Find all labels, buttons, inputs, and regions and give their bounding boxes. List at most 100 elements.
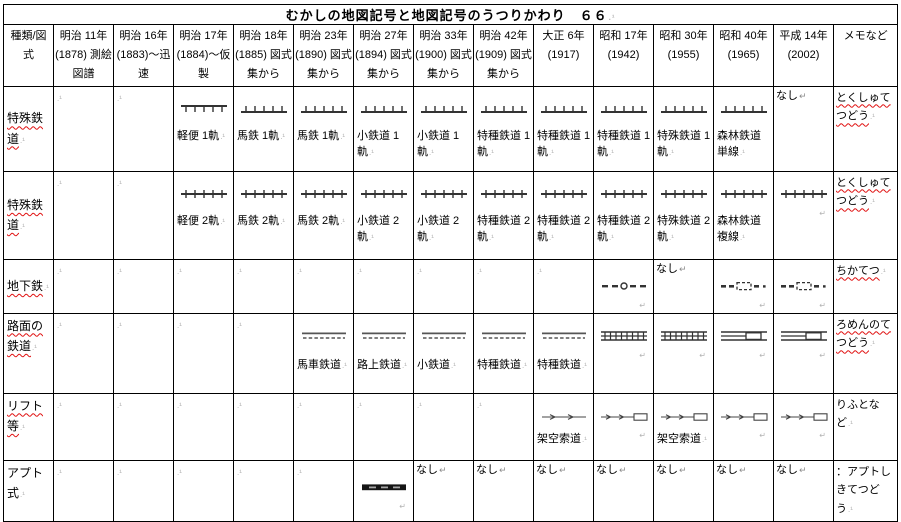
tram-box-icon	[720, 329, 768, 343]
memo-text: ろめんのてつどう	[836, 318, 891, 350]
track-single-up-icon	[600, 102, 648, 116]
memo-cell: とくしゅてつどう.¹	[832, 170, 899, 260]
header-row: 種類/図式 明治 11年 (1878) 測絵図譜 明治 16年 (1883)～迅…	[3, 24, 899, 87]
paragraph-mark-icon: .¹	[489, 233, 494, 243]
return-mark-icon: ↵	[799, 90, 807, 101]
symbol-label: 特種鉄道 1軌.¹	[477, 129, 531, 159]
symbol-cell: ↵	[773, 392, 834, 461]
track-single-up-icon	[720, 102, 768, 116]
column-header-type: 種類/図式	[3, 24, 54, 87]
symbol-cell: ↵	[713, 312, 774, 394]
track-single-up-icon	[240, 102, 288, 116]
paragraph-mark-icon: ↵	[639, 350, 646, 360]
symbol-cell: .¹	[533, 258, 594, 314]
return-mark-icon: ↵	[439, 464, 447, 475]
paragraph-mark-icon: .¹	[369, 148, 374, 158]
symbol-cell: .¹	[53, 392, 114, 461]
symbol-cell: 小鉄道.¹	[413, 312, 474, 394]
cableway-arrows-box-icon	[600, 409, 648, 423]
track-cross-icon	[720, 187, 768, 201]
table-row: リフト等.¹ .¹ .¹ .¹ .¹ .¹ .¹ .¹ .¹ 架空索道.¹ ↵ 架空索道.¹ ↵ ↵ りふと…	[3, 392, 899, 461]
symbol-cell: 小鉄道 1軌.¹	[353, 85, 414, 172]
symbol-cell: 路上鉄道.¹	[353, 312, 414, 394]
symbol-cell: .¹	[353, 258, 414, 314]
tram-ladder-icon	[660, 329, 708, 343]
row-label-text: アプト式	[7, 465, 44, 501]
row-label-text: 特殊鉄道	[7, 111, 44, 146]
return-mark-icon: ↵	[499, 464, 507, 475]
paragraph-mark-icon: .¹	[549, 233, 554, 243]
symbol-cell: .¹	[353, 392, 414, 461]
symbol-label: 馬鉄 1軌.¹	[297, 129, 346, 142]
paragraph-mark-icon: ↵	[759, 350, 766, 360]
track-single-down-icon	[180, 102, 228, 116]
paragraph-mark-icon: ↵	[639, 430, 646, 440]
paragraph-mark-icon: .¹	[20, 135, 25, 145]
paragraph-mark-icon: ↵	[399, 501, 406, 511]
symbol-cell: .¹	[53, 312, 114, 394]
symbol-cell: .¹	[233, 392, 294, 461]
paragraph-mark-icon: ↵	[819, 350, 826, 360]
symbol-cell: ↵	[713, 258, 774, 314]
symbol-cell: .¹	[53, 459, 114, 522]
symbol-label: 森林鉄道 複線.¹	[717, 214, 761, 244]
cableway-arrows-box-icon	[780, 409, 828, 423]
symbol-cell: 馬鉄 2軌.¹	[293, 170, 354, 260]
column-header-memo: メモなど	[832, 24, 899, 87]
map-symbols-table: むかしの地図記号と地図記号のうつりかわり ６６.¹ 種類/図式 明治 11年 (…	[2, 4, 899, 522]
paragraph-mark-icon: .¹	[117, 266, 122, 276]
symbol-cell: .¹	[113, 170, 174, 260]
tram-double-dash-icon	[360, 329, 408, 343]
paragraph-mark-icon: .¹	[549, 148, 554, 158]
column-header-meiji23: 明治 23年 (1890) 図式集から	[293, 24, 354, 87]
paragraph-mark-icon: .¹	[297, 467, 302, 477]
symbol-cell: なし↵	[773, 85, 834, 172]
paragraph-mark-icon: .¹	[177, 467, 182, 477]
row-label: リフト等.¹	[3, 392, 54, 461]
row-label: 路面の鉄道.¹	[3, 312, 54, 394]
title-row: むかしの地図記号と地図記号のうつりかわり ６６.¹	[2, 4, 899, 25]
paragraph-mark-icon: .¹	[237, 400, 242, 410]
column-header-meiji11: 明治 11年 (1878) 測絵図譜	[53, 24, 114, 87]
symbol-cell: 馬鉄 1軌.¹	[233, 85, 294, 172]
paragraph-mark-icon: .¹	[57, 467, 62, 477]
paragraph-mark-icon: .¹	[522, 360, 527, 370]
track-cross-icon	[180, 187, 228, 201]
paragraph-mark-icon: .¹	[870, 197, 875, 207]
paragraph-mark-icon: .¹	[32, 343, 37, 353]
paragraph-mark-icon: .¹	[20, 423, 25, 433]
symbol-cell: 架空索道.¹	[533, 392, 594, 461]
table-row: 特殊鉄道.¹ .¹ .¹ 軽便 1軌.¹ 馬鉄 1軌.¹ 馬鉄 1軌.¹ 小鉄道 1軌.¹ 小…	[3, 85, 899, 172]
paragraph-mark-icon: .¹	[489, 148, 494, 158]
paragraph-mark-icon: .¹	[669, 148, 674, 158]
symbol-cell: なし↵	[653, 258, 714, 314]
subway-dash-box-icon	[720, 279, 768, 293]
paragraph-mark-icon: .¹	[740, 148, 745, 158]
paragraph-mark-icon: ↵	[759, 300, 766, 310]
symbol-cell: .¹	[233, 459, 294, 522]
paragraph-mark-icon: .¹	[609, 148, 614, 158]
symbol-cell: 馬鉄 2軌.¹	[233, 170, 294, 260]
paragraph-mark-icon: .¹	[297, 266, 302, 276]
paragraph-mark-icon: .¹	[57, 400, 62, 410]
paragraph-mark-icon: ↵	[819, 430, 826, 440]
paragraph-mark-icon: .¹	[369, 233, 374, 243]
symbol-label: 特殊鉄道 1軌.¹	[657, 129, 711, 159]
column-header-taisho6: 大正 6年 (1917)	[533, 24, 594, 87]
symbol-label: 小鉄道 1軌.¹	[417, 129, 460, 159]
track-single-up-icon	[420, 102, 468, 116]
symbol-cell: .¹	[113, 312, 174, 394]
symbol-cell: なし↵	[773, 459, 834, 522]
symbol-cell: 森林鉄道 複線.¹	[713, 170, 774, 260]
symbol-label: 特種鉄道 1軌.¹	[597, 129, 651, 159]
paragraph-mark-icon: .¹	[848, 419, 853, 429]
symbol-label: 特種鉄道 2軌.¹	[537, 214, 591, 244]
paragraph-mark-icon: .¹	[57, 93, 62, 103]
symbol-label: 馬鉄 1軌.¹	[237, 129, 286, 142]
track-cross-icon	[420, 187, 468, 201]
symbol-label: 森林鉄道 単線.¹	[717, 129, 761, 159]
paragraph-mark-icon: .¹	[740, 233, 745, 243]
symbol-cell: ↵	[773, 170, 834, 260]
cell-text: なし↵	[656, 262, 687, 275]
memo-cell: りふとなど.¹	[832, 392, 899, 461]
